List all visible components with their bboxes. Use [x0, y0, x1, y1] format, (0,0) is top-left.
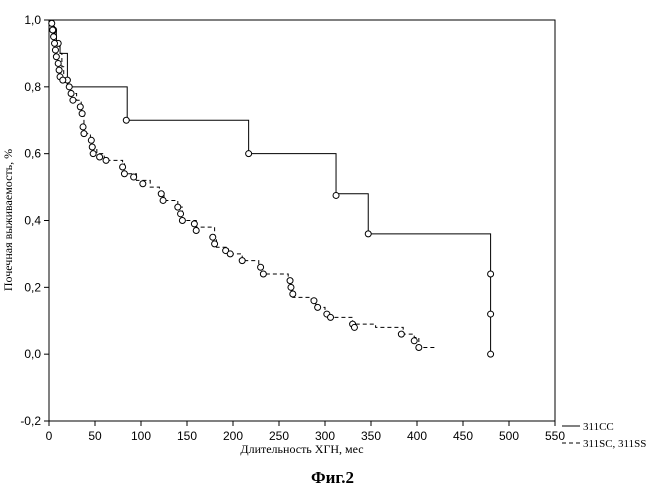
series-2-marker — [140, 181, 146, 187]
series-2-marker — [55, 60, 61, 66]
x-tick-label: 500 — [499, 429, 519, 443]
series-2-marker — [258, 264, 264, 270]
series-1-marker — [246, 151, 252, 157]
series-2-marker — [121, 171, 127, 177]
x-tick-label: 550 — [545, 429, 565, 443]
x-tick-label: 200 — [223, 429, 243, 443]
series-2-marker — [81, 131, 87, 137]
series-2-marker — [77, 104, 83, 110]
series-2-marker — [51, 34, 57, 40]
x-tick-label: 50 — [88, 429, 102, 443]
plot-frame — [49, 20, 555, 421]
series-1-marker — [123, 117, 129, 123]
series-2-marker — [179, 218, 185, 224]
series-2-marker — [53, 54, 59, 60]
survival-chart: 0 50 100 150 200 250 300 350 400 450 500 550 -0,2 0,… — [0, 0, 665, 462]
y-tick-label: 0,8 — [24, 80, 41, 94]
series-line-1 — [51, 20, 491, 354]
y-tick-label: 0,4 — [24, 214, 41, 228]
series-2-marker — [89, 144, 95, 150]
x-tick-label: 0 — [46, 429, 53, 443]
series-2-marker — [212, 241, 218, 247]
series-1-marker — [333, 192, 339, 198]
y-tick-label: 0,2 — [24, 280, 41, 294]
x-axis-label: Длительность ХГН, мес — [240, 442, 363, 456]
series-2-marker — [80, 124, 86, 130]
series-2-marker — [411, 338, 417, 344]
series-2-marker — [120, 164, 126, 170]
series-2-marker — [210, 234, 216, 240]
x-tick-label: 100 — [131, 429, 151, 443]
series-2-marker — [290, 291, 296, 297]
legend: 311CC 311SC, 311SS — [562, 421, 646, 450]
x-tick-label: 300 — [315, 429, 335, 443]
y-tick-label: -0,2 — [20, 414, 41, 428]
x-tick-label: 400 — [407, 429, 427, 443]
series-2-marker — [49, 20, 55, 26]
x-tick-label: 450 — [453, 429, 473, 443]
series-2-marker — [175, 204, 181, 210]
series-2-marker — [68, 91, 74, 97]
series-2-marker — [88, 137, 94, 143]
series-2-marker — [178, 211, 184, 217]
y-tick-label: 0,6 — [24, 147, 41, 161]
y-tick-label: 0,0 — [24, 347, 41, 361]
series-2-marker — [50, 27, 56, 33]
legend-label-2: 311SC, 311SS — [583, 438, 646, 450]
series-2-marker — [103, 157, 109, 163]
series-2-marker — [158, 191, 164, 197]
y-axis: -0,2 0,0 0,2 0,4 0,6 0,8 1,0 — [20, 13, 49, 428]
series-line-2 — [51, 20, 436, 347]
series-2-marker — [52, 40, 58, 46]
figure-caption: Фиг.2 — [0, 468, 665, 488]
series-layer — [51, 20, 491, 354]
x-axis: 0 50 100 150 200 250 300 350 400 450 500 550 — [46, 421, 566, 443]
series-2-marker — [191, 221, 197, 227]
series-2-marker — [315, 304, 321, 310]
series-2-marker — [239, 258, 245, 264]
series-2-marker — [56, 67, 62, 73]
series-2-marker — [79, 111, 85, 117]
marker-layer — [49, 20, 494, 357]
series-2-marker — [398, 331, 404, 337]
series-2-marker — [60, 77, 66, 83]
series-2-marker — [287, 278, 293, 284]
series-2-marker — [416, 344, 422, 350]
series-2-marker — [351, 324, 357, 330]
series-1-marker — [365, 231, 371, 237]
series-1-marker — [488, 311, 494, 317]
y-axis-label: Почечная выживаемость, % — [1, 149, 15, 291]
series-2-marker — [131, 174, 137, 180]
series-1-marker — [488, 351, 494, 357]
series-2-marker — [227, 251, 233, 257]
series-2-marker — [160, 197, 166, 203]
series-2-marker — [70, 97, 76, 103]
series-2-marker — [90, 151, 96, 157]
series-2-marker — [288, 284, 294, 290]
series-2-marker — [52, 47, 58, 53]
series-2-marker — [311, 298, 317, 304]
series-2-marker — [66, 84, 72, 90]
series-2-marker — [328, 314, 334, 320]
x-tick-label: 150 — [177, 429, 197, 443]
series-2-marker — [97, 154, 103, 160]
x-tick-label: 350 — [361, 429, 381, 443]
series-1-marker — [488, 271, 494, 277]
series-2-marker — [193, 228, 199, 234]
y-tick-label: 1,0 — [24, 13, 41, 27]
legend-label-1: 311CC — [583, 421, 614, 433]
x-tick-label: 250 — [269, 429, 289, 443]
series-2-marker — [260, 271, 266, 277]
